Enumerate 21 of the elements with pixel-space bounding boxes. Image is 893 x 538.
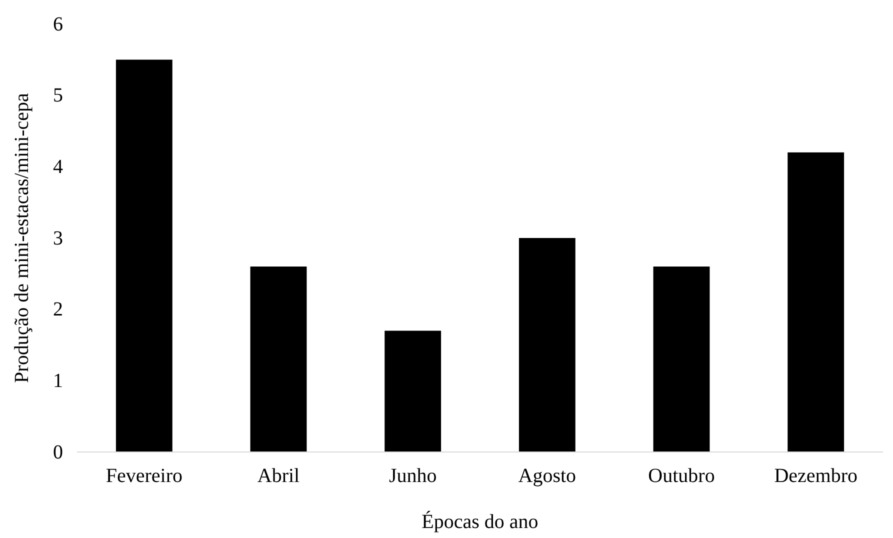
y-axis-title: Produção de mini-estacas/mini-cepa bbox=[11, 92, 33, 383]
x-tick-label: Dezembro bbox=[774, 465, 858, 488]
y-tick-label: 2 bbox=[53, 298, 63, 321]
y-tick-label: 4 bbox=[53, 156, 63, 178]
bar bbox=[384, 330, 442, 452]
y-tick-label: 0 bbox=[53, 441, 63, 464]
x-tick-label: Fevereiro bbox=[106, 465, 182, 488]
x-axis-title: Épocas do ano bbox=[422, 510, 538, 533]
y-tick-label: 5 bbox=[53, 84, 63, 107]
bar bbox=[116, 60, 172, 452]
bar bbox=[250, 266, 307, 452]
bar bbox=[518, 238, 576, 452]
bar bbox=[788, 152, 844, 452]
y-tick-label: 1 bbox=[53, 370, 63, 392]
bar bbox=[653, 266, 710, 452]
y-tick-label: 3 bbox=[53, 227, 63, 250]
x-tick-label: Outubro bbox=[648, 465, 715, 488]
x-tick-label: Junho bbox=[388, 465, 437, 488]
y-tick-label: 6 bbox=[53, 13, 63, 36]
x-tick-label: Abril bbox=[257, 465, 300, 488]
x-tick-label: Agosto bbox=[518, 465, 576, 488]
